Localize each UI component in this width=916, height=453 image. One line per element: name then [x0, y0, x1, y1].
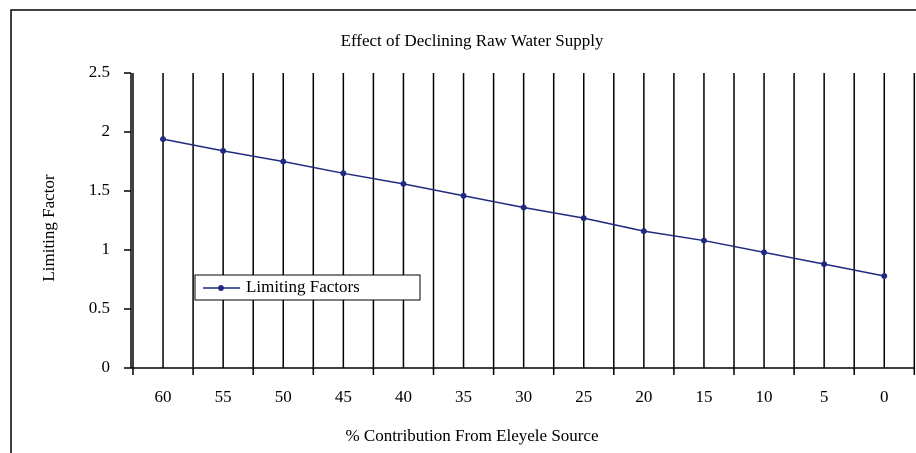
legend: Limiting Factors [194, 274, 421, 301]
x-tick-label: 10 [756, 387, 773, 406]
data-point [881, 272, 888, 279]
x-tick-label: 50 [275, 387, 292, 406]
y-tick-label: 2.5 [89, 62, 110, 81]
x-tick-label: 15 [695, 387, 712, 406]
x-tick-label: 5 [820, 387, 829, 406]
x-tick-label: 20 [635, 387, 652, 406]
data-point [580, 215, 587, 222]
x-tick-label: 60 [155, 387, 172, 406]
y-tick-label: 1 [102, 239, 111, 258]
x-tick-label: 40 [395, 387, 412, 406]
x-tick-label: 55 [215, 387, 232, 406]
data-point [280, 158, 287, 165]
data-point [520, 204, 527, 211]
data-point [700, 237, 707, 244]
y-tick-label: 0 [102, 357, 111, 376]
data-point [821, 261, 828, 268]
x-tick-label: 35 [455, 387, 472, 406]
x-tick-label: 30 [515, 387, 532, 406]
x-tick-label: 0 [880, 387, 889, 406]
y-axis-label: Limiting Factor [39, 174, 58, 282]
data-point [761, 249, 768, 256]
y-tick-label: 0.5 [89, 298, 110, 317]
chart-title: Effect of Declining Raw Water Supply [341, 31, 604, 50]
y-tick-label: 1.5 [89, 180, 110, 199]
data-point [220, 147, 227, 154]
data-point [160, 136, 167, 143]
x-tick-label: 25 [575, 387, 592, 406]
data-point [640, 228, 647, 235]
y-tick-label: 2 [102, 121, 111, 140]
x-axis-label: % Contribution From Eleyele Source [345, 426, 598, 445]
legend-marker [218, 285, 224, 291]
legend-label: Limiting Factors [246, 277, 360, 296]
data-point [340, 170, 347, 177]
x-tick-label: 45 [335, 387, 352, 406]
data-point [460, 192, 467, 199]
data-point [400, 180, 407, 187]
